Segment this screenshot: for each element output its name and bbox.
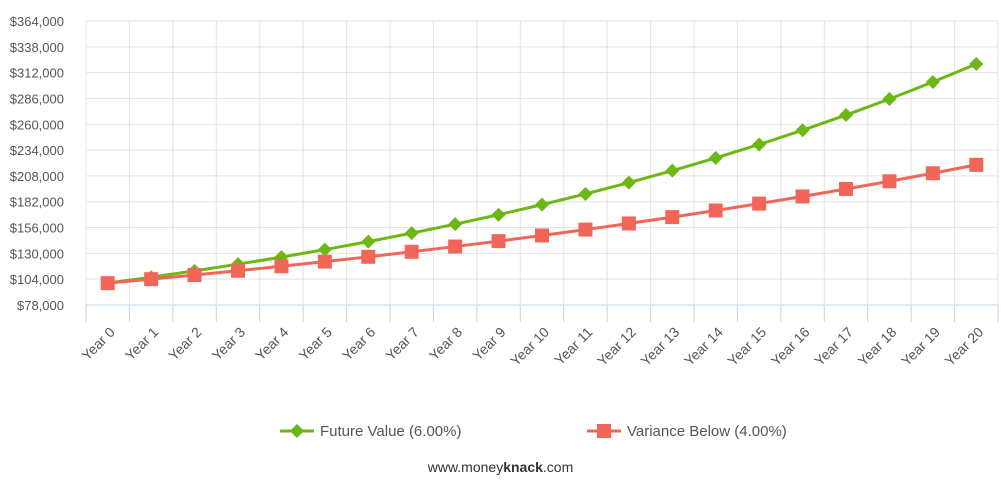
data-point-square [839,182,853,197]
data-point-square [969,157,984,172]
data-point-diamond [535,197,549,212]
x-tick-label: Year 9 [469,324,509,364]
x-tick-label: Year 6 [339,324,379,364]
y-tick-label: $286,000 [10,91,64,106]
y-tick-label: $338,000 [10,40,64,55]
y-tick-label: $104,000 [10,272,64,287]
data-point-square [100,276,115,291]
footer-url: www.moneyknack.com [0,459,1001,475]
x-tick-label: Year 11 [551,324,595,368]
x-tick-label: Year 16 [768,324,813,369]
data-point-square [578,222,593,237]
x-tick-label: Year 2 [165,324,205,364]
legend: Future Value (6.00%) Variance Below (4.00… [280,423,787,440]
legend-label: Future Value (6.00%) [320,423,461,440]
y-tick-label: $156,000 [10,221,64,236]
y-tick-label: $78,000 [17,298,64,313]
data-point-diamond [708,150,723,165]
x-tick-label: Year 13 [637,324,682,369]
data-point-diamond [491,207,506,222]
data-point-diamond [839,108,853,123]
data-point-diamond [317,242,332,257]
data-point-diamond [665,163,680,178]
y-tick-label: $312,000 [10,66,64,81]
x-tick-label: Year 1 [122,324,162,364]
data-point-square [274,259,289,274]
data-point-square [708,203,723,218]
y-tick-label: $364,000 [10,14,64,29]
y-tick-label: $182,000 [10,195,64,210]
series-line-1 [107,62,977,285]
data-point-diamond [925,75,940,90]
legend-diamond-icon [290,424,304,438]
data-point-square [925,166,940,181]
data-point-square [404,244,419,259]
data-point-diamond [404,226,419,241]
data-point-square [317,254,332,269]
data-point-square [448,239,463,254]
footer-prefix: www.money [427,459,504,475]
data-point-square [491,234,506,249]
x-tick-label: Year 0 [78,324,118,364]
x-tick-label: Year 17 [811,324,856,369]
data-point-square [621,216,636,231]
data-point-square [144,272,159,287]
footer-suffix: .com [542,459,574,475]
data-point-diamond [752,137,767,152]
y-axis-ticks: $78,000 $104,000 $130,000 $156,000 $182,000 $… [10,14,64,313]
x-tick-label: Year 5 [295,324,335,364]
x-axis-ticks: Year 0 Year 1 Year 2 Year 3 Year 4 Year 5 Year… [78,324,986,369]
data-point-diamond [882,92,897,107]
data-point-square [535,228,549,243]
x-tick-label: Year 10 [507,324,552,369]
x-tick-label: Year 4 [252,324,292,364]
data-point-diamond [969,56,984,71]
x-tick-label: Year 20 [941,324,986,369]
x-tick-label: Year 12 [594,324,639,369]
data-point-square [752,196,767,211]
x-tick-label: Year 15 [724,324,769,369]
footer-bold: knack [503,459,543,475]
data-point-square [361,249,376,264]
data-point-diamond [578,186,593,201]
data-point-square [882,174,897,189]
data-point-square [187,268,202,283]
legend-square-icon [597,424,611,438]
x-tick-label: Year 14 [681,324,726,369]
x-tick-label: Year 18 [854,324,899,369]
data-point-diamond [795,123,810,138]
data-point-square [795,189,810,204]
y-tick-label: $130,000 [10,246,64,261]
y-tick-label: $234,000 [10,143,64,158]
data-point-diamond [361,234,376,249]
x-tick-label: Year 19 [898,324,943,369]
data-point-square [231,263,245,278]
data-point-diamond [448,217,463,232]
legend-label: Variance Below (4.00%) [627,423,787,440]
data-point-square [665,210,680,225]
x-tick-label: Year 3 [209,324,249,364]
grid-layer [85,20,999,322]
y-tick-label: $260,000 [10,117,64,132]
series-layer [100,56,984,291]
y-tick-label: $208,000 [10,169,64,184]
data-point-diamond [621,175,636,190]
x-tick-label: Year 7 [382,324,422,364]
x-tick-label: Year 8 [426,324,466,364]
